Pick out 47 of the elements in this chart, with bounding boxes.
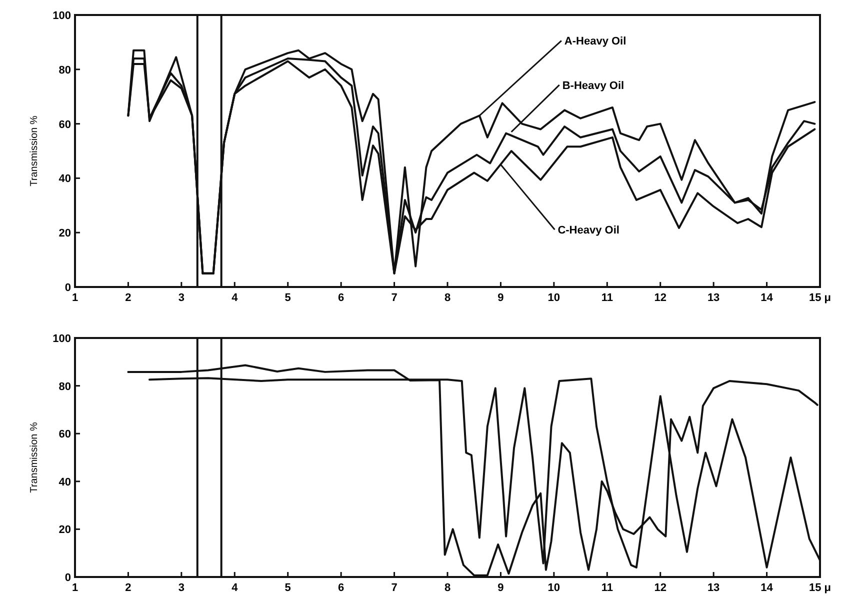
y-tick-label: 80: [58, 380, 71, 393]
x-tick-label: 4: [232, 582, 239, 594]
x-tick-label: 5: [284, 582, 291, 594]
x-tick-label: 6: [338, 292, 344, 304]
x-tick-label: 4: [232, 292, 239, 304]
x-tick-label: 1: [72, 582, 78, 594]
x-tick-label: 14: [760, 582, 774, 594]
x-tick-label: 12: [654, 292, 666, 304]
x-tick-label: 14: [760, 292, 774, 304]
x-tick-label: 10: [548, 292, 560, 304]
annotation: B-Heavy Oil: [562, 80, 624, 92]
y-tick-label: 60: [58, 428, 71, 441]
x-tick-label: 11: [601, 292, 613, 304]
y-tick-label: 40: [58, 173, 71, 186]
x-tick-label: 12: [654, 582, 666, 594]
y-tick-label: 100: [52, 333, 71, 345]
x-tick-label: 3: [178, 292, 184, 304]
x-tick-label: 15 μ: [808, 582, 832, 594]
x-tick-label: 9: [498, 582, 504, 594]
y-axis-title: Transmission %: [29, 116, 40, 186]
y-tick-label: 20: [58, 228, 71, 240]
x-tick-label: 13: [707, 292, 720, 304]
y-tick-label: 0: [64, 282, 71, 294]
y-tick-label: 60: [58, 118, 71, 131]
x-tick-label: 11: [601, 582, 613, 594]
x-tick-label: 3: [178, 582, 184, 594]
annotation: C-Heavy Oil: [558, 224, 620, 237]
y-tick-label: 40: [58, 476, 71, 488]
x-tick-label: 6: [338, 582, 344, 594]
y-tick-label: 100: [52, 10, 71, 22]
x-tick-label: 7: [391, 582, 398, 594]
x-tick-label: 13: [707, 582, 720, 594]
annotation: A-Heavy Oil: [564, 36, 626, 48]
x-tick-label: 7: [391, 292, 398, 304]
x-tick-label: 2: [125, 292, 132, 304]
x-tick-label: 1: [72, 292, 78, 304]
y-tick-label: 0: [64, 572, 71, 584]
y-axis-title: Transmission %: [29, 422, 40, 493]
x-tick-label: 2: [125, 582, 132, 594]
y-tick-label: 80: [58, 64, 71, 76]
y-tick-label: 20: [58, 524, 71, 536]
x-tick-label: 10: [548, 582, 560, 594]
x-tick-label: 15 μ: [808, 292, 832, 304]
x-tick-label: 8: [444, 582, 451, 594]
x-tick-label: 9: [498, 292, 504, 304]
x-tick-label: 5: [284, 292, 291, 304]
x-tick-label: 8: [444, 292, 451, 304]
